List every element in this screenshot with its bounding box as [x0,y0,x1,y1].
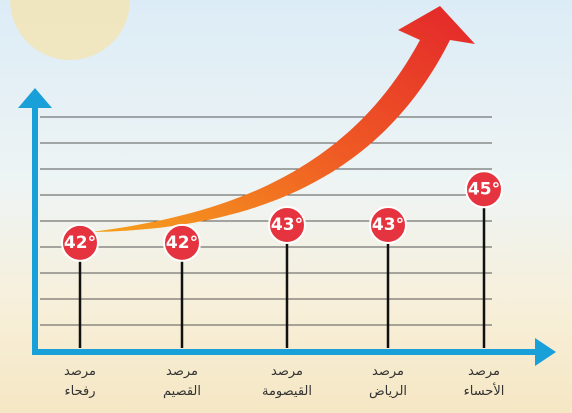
sun-decoration [10,0,130,60]
value-label: 45° [468,179,500,199]
y-axis-arrow [18,88,52,108]
x-tick-label: مرصد رفحاء [64,364,96,399]
value-marker [61,223,99,262]
value-label: 43° [372,215,404,235]
value-marker [268,206,306,244]
x-axis-arrow [535,338,556,366]
value-marker [465,170,503,209]
grid [40,116,492,326]
x-tick-label: مرصد القصيم [163,364,201,399]
value-label: 43° [271,215,303,235]
value-marker [163,223,201,262]
x-tick-label: مرصد الرياض [368,364,408,399]
x-tick-label: مرصد الأحساء [463,364,505,399]
x-tick-label: مرصد القيصومة [262,364,312,399]
value-label: 42° [166,233,198,253]
value-marker [369,206,407,244]
trend-arrow [90,6,475,232]
value-label: 42° [64,233,96,253]
